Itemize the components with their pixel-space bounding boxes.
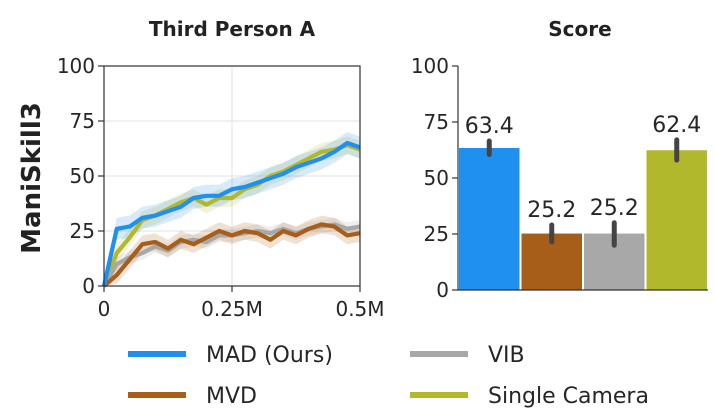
y-tick-label: 0 [436, 278, 449, 302]
legend-label-mvd: MVD [206, 384, 257, 409]
bar-chart-panel: Score 63.4 25.2 25.2 62.4 0 25 50 75 100 [411, 17, 708, 302]
line-chart-x-ticks: 0 0.25M 0.5M [98, 286, 385, 321]
y-tick-label: 0 [82, 274, 95, 298]
value-label-vib: 25.2 [590, 196, 639, 221]
bar-mad-ours [459, 147, 520, 290]
value-label-mvd: 25.2 [527, 198, 576, 223]
bar-chart-value-labels: 63.4 25.2 25.2 62.4 [465, 113, 701, 223]
value-label-mad-ours: 63.4 [465, 114, 514, 139]
legend-label-single-camera: Single Camera [488, 384, 649, 409]
line-chart-y-ticks: 0 25 50 75 100 [57, 54, 104, 298]
series-line-mad-ours [101, 140, 361, 287]
x-tick-label: 0.5M [335, 297, 384, 321]
y-tick-label: 100 [57, 54, 95, 78]
legend-label-mad-ours: MAD (Ours) [206, 343, 333, 368]
y-tick-label: 75 [70, 109, 95, 133]
line-chart-title: Third Person A [149, 17, 316, 41]
y-tick-label: 75 [424, 110, 449, 134]
band-mad-ours [104, 132, 360, 286]
y-tick-label: 25 [70, 219, 95, 243]
x-tick-label: 0.25M [201, 297, 263, 321]
bar-single-camera [646, 150, 707, 290]
line-chart-series [101, 140, 361, 288]
legend-label-vib: VIB [488, 343, 525, 368]
y-tick-label: 100 [411, 54, 449, 78]
bar-chart-title: Score [548, 17, 611, 41]
bar-chart-y-ticks: 0 25 50 75 100 [411, 54, 458, 302]
band-single-camera [104, 136, 360, 286]
y-tick-label: 25 [424, 222, 449, 246]
x-tick-label: 0 [98, 297, 111, 321]
y-tick-label: 50 [424, 166, 449, 190]
bar-chart-error-bars [486, 137, 680, 248]
row-label: ManiSkill3 [17, 102, 47, 254]
value-label-single-camera: 62.4 [652, 113, 701, 138]
legend: MAD (Ours) MVD VIB Single Camera [128, 343, 649, 409]
bar-chart-bars [459, 147, 707, 290]
line-chart-panel: Third Person A 0 25 50 75 100 0 0.25M 0.5M [57, 17, 385, 321]
y-tick-label: 50 [70, 164, 95, 188]
series-line-mvd [102, 222, 361, 288]
